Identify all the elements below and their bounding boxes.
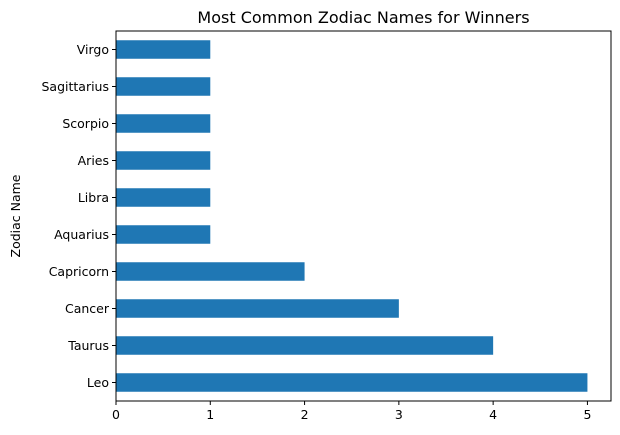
y-tick-label: Capricorn <box>49 264 109 279</box>
y-tick-label: Sagittarius <box>41 79 109 94</box>
bar-libra <box>116 188 211 207</box>
y-tick-label: Aries <box>78 153 109 168</box>
x-tick-label: 3 <box>395 407 403 422</box>
bar-sagittarius <box>116 77 211 96</box>
x-tick-label: 2 <box>301 407 309 422</box>
bar-taurus <box>116 336 494 355</box>
x-tick-label: 4 <box>489 407 497 422</box>
x-tick-label: 1 <box>206 407 214 422</box>
bar-capricorn <box>116 262 305 281</box>
bar-leo <box>116 373 588 392</box>
plot-frame <box>115 30 612 402</box>
y-tick-label: Aquarius <box>54 227 109 242</box>
x-axis-ticks: 0 1 2 3 4 5 <box>112 401 591 422</box>
y-axis-label: Zodiac Name <box>8 174 23 257</box>
y-tick-label: Virgo <box>77 42 109 57</box>
bar-scorpio <box>116 114 211 133</box>
bars-group <box>116 40 588 392</box>
y-tick-label: Scorpio <box>62 116 109 131</box>
y-tick-label: Libra <box>78 190 109 205</box>
bar-aquarius <box>116 225 211 244</box>
bar-cancer <box>116 299 399 318</box>
y-tick-label: Taurus <box>67 338 109 353</box>
y-tick-label: Cancer <box>65 301 110 316</box>
chart-title: Most Common Zodiac Names for Winners <box>197 8 529 27</box>
bar-virgo <box>116 40 211 59</box>
x-tick-label: 0 <box>112 407 120 422</box>
bar-aries <box>116 151 211 170</box>
y-axis-ticks: Leo Taurus Cancer Capricorn Aquarius Libra Ari… <box>41 42 116 390</box>
y-tick-label: Leo <box>87 375 109 390</box>
x-tick-label: 5 <box>583 407 591 422</box>
